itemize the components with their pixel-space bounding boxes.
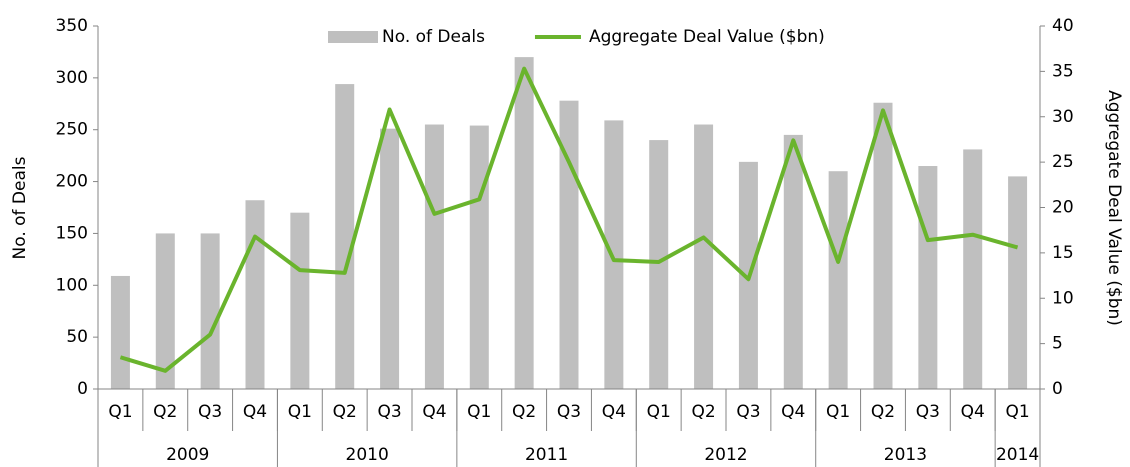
bar (335, 84, 355, 389)
x-tick-label: Q4 (781, 402, 805, 422)
x-tick-label: Q3 (198, 402, 222, 422)
x-group-label: 2014 (996, 445, 1039, 465)
x-tick-label: Q1 (108, 402, 132, 422)
legend-label: No. of Deals (382, 27, 485, 47)
legend-label: Aggregate Deal Value ($bn) (589, 27, 825, 47)
x-tick-label: Q1 (826, 402, 850, 422)
y-axis-label: No. of Deals (10, 156, 30, 259)
bar (110, 275, 130, 389)
x-tick-label: Q3 (736, 402, 760, 422)
bar (424, 124, 444, 390)
x-tick-label: Q2 (512, 402, 536, 422)
y-tick-label: 50 (66, 327, 88, 347)
x-tick-label: Q4 (602, 402, 626, 422)
bar (290, 212, 310, 389)
bar (155, 233, 175, 389)
x-tick-label: Q1 (647, 402, 671, 422)
line-series (119, 66, 1019, 373)
y2-tick-label: 25 (1052, 152, 1074, 172)
x-tick-label: Q2 (691, 402, 715, 422)
bar (1008, 176, 1028, 389)
x-tick-label: Q3 (916, 402, 940, 422)
bar (694, 124, 714, 390)
bar (918, 166, 938, 389)
legend-swatch (328, 31, 378, 43)
bar (514, 57, 534, 389)
bar (783, 134, 803, 389)
x-tick-label: Q2 (333, 402, 357, 422)
x-tick-label: Q1 (288, 402, 312, 422)
bar (200, 233, 220, 389)
y2-tick-label: 35 (1052, 61, 1074, 81)
x-tick-label: Q3 (557, 402, 581, 422)
y2-tick-label: 40 (1052, 16, 1074, 36)
bar (873, 102, 893, 390)
y2-tick-label: 15 (1052, 243, 1074, 263)
y-tick-label: 350 (56, 16, 88, 36)
bar (963, 149, 983, 389)
y-tick-label: 150 (56, 223, 88, 243)
y2-tick-label: 30 (1052, 107, 1074, 127)
bar (245, 200, 265, 389)
x-group-label: 2011 (525, 445, 568, 465)
y-tick-label: 300 (56, 68, 88, 88)
x-group-label: 2012 (704, 445, 747, 465)
x-tick-label: Q2 (871, 402, 895, 422)
bar (380, 128, 400, 390)
x-tick-label: Q3 (377, 402, 401, 422)
x-tick-label: Q4 (422, 402, 446, 422)
x-tick-label: Q1 (467, 402, 491, 422)
bar (469, 125, 489, 390)
bar (649, 140, 669, 389)
y2-tick-label: 0 (1052, 379, 1063, 399)
bar (604, 120, 624, 389)
y2-tick-label: 5 (1052, 334, 1063, 354)
x-tick-label: Q2 (153, 402, 177, 422)
x-tick-label: Q1 (1005, 402, 1029, 422)
x-tick-label: Q4 (961, 402, 985, 422)
y-tick-label: 200 (56, 172, 88, 192)
y-tick-label: 0 (77, 379, 88, 399)
y-tick-label: 250 (56, 120, 88, 140)
x-group-label: 2013 (884, 445, 927, 465)
x-group-label: 2009 (166, 445, 209, 465)
y2-tick-label: 10 (1052, 288, 1074, 308)
x-group-label: 2010 (346, 445, 389, 465)
bar (828, 171, 848, 389)
y2-tick-label: 20 (1052, 198, 1074, 218)
y2-axis-label: Aggregate Deal Value ($bn) (1104, 90, 1124, 326)
y-tick-label: 100 (56, 275, 88, 295)
x-tick-label: Q4 (243, 402, 267, 422)
